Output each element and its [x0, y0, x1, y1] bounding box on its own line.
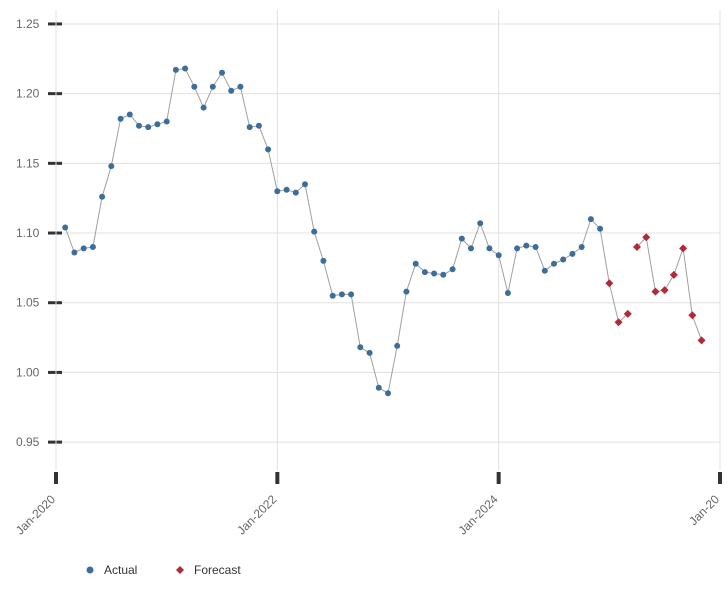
y-tick — [48, 162, 62, 165]
actual-point — [81, 245, 87, 251]
actual-point — [348, 291, 354, 297]
actual-point — [560, 257, 566, 263]
actual-point — [136, 123, 142, 129]
actual-point — [431, 271, 437, 277]
y-tick — [48, 371, 62, 374]
actual-point — [164, 119, 170, 125]
legend-marker-actual — [87, 567, 94, 574]
x-tick — [718, 472, 722, 484]
actual-point — [459, 236, 465, 242]
actual-point — [468, 245, 474, 251]
actual-point — [118, 116, 124, 122]
actual-point — [514, 245, 520, 251]
actual-point — [486, 245, 492, 251]
legend-label-actual: Actual — [104, 563, 137, 577]
actual-point — [228, 88, 234, 94]
y-tick — [48, 92, 62, 95]
actual-point — [201, 105, 207, 111]
actual-point — [376, 385, 382, 391]
actual-point — [145, 124, 151, 130]
plot-background — [0, 0, 728, 600]
actual-point — [440, 272, 446, 278]
timeseries-chart: 0.951.001.051.101.151.201.25Jan-2020Jan-… — [0, 0, 728, 600]
actual-point — [311, 229, 317, 235]
y-tick — [48, 301, 62, 304]
actual-point — [569, 251, 575, 257]
actual-point — [588, 216, 594, 222]
y-tick-label: 1.15 — [16, 156, 40, 170]
y-tick-label: 0.95 — [16, 435, 40, 449]
actual-point — [154, 121, 160, 127]
chart-svg: 0.951.001.051.101.151.201.25Jan-2020Jan-… — [0, 0, 728, 600]
actual-point — [477, 220, 483, 226]
actual-point — [357, 344, 363, 350]
y-tick-label: 1.25 — [16, 17, 40, 31]
actual-point — [284, 187, 290, 193]
actual-point — [403, 289, 409, 295]
actual-point — [330, 293, 336, 299]
actual-point — [413, 261, 419, 267]
x-tick — [54, 472, 58, 484]
actual-point — [99, 194, 105, 200]
actual-point — [71, 250, 77, 256]
legend-label-forecast: Forecast — [194, 563, 241, 577]
y-tick — [48, 22, 62, 25]
actual-point — [542, 268, 548, 274]
y-tick — [48, 232, 62, 235]
actual-point — [274, 188, 280, 194]
y-tick-label: 1.20 — [16, 87, 40, 101]
actual-point — [597, 226, 603, 232]
actual-point — [533, 244, 539, 250]
actual-point — [62, 225, 68, 231]
actual-point — [320, 258, 326, 264]
actual-point — [505, 290, 511, 296]
actual-point — [367, 350, 373, 356]
actual-point — [173, 67, 179, 73]
actual-point — [182, 66, 188, 72]
actual-point — [293, 190, 299, 196]
actual-point — [191, 84, 197, 90]
y-tick-label: 1.05 — [16, 296, 40, 310]
actual-point — [219, 70, 225, 76]
actual-point — [256, 123, 262, 129]
actual-point — [422, 269, 428, 275]
y-tick — [48, 441, 62, 444]
actual-point — [302, 181, 308, 187]
actual-point — [496, 252, 502, 258]
x-tick — [275, 472, 279, 484]
actual-point — [450, 266, 456, 272]
actual-point — [394, 343, 400, 349]
actual-point — [237, 84, 243, 90]
actual-point — [247, 124, 253, 130]
actual-point — [579, 244, 585, 250]
actual-point — [210, 84, 216, 90]
actual-point — [523, 243, 529, 249]
y-tick-label: 1.00 — [16, 365, 40, 379]
x-tick — [497, 472, 501, 484]
actual-point — [127, 112, 133, 118]
actual-point — [265, 146, 271, 152]
actual-point — [90, 244, 96, 250]
actual-point — [385, 390, 391, 396]
actual-point — [339, 291, 345, 297]
y-tick-label: 1.10 — [16, 226, 40, 240]
actual-point — [108, 163, 114, 169]
actual-point — [551, 261, 557, 267]
